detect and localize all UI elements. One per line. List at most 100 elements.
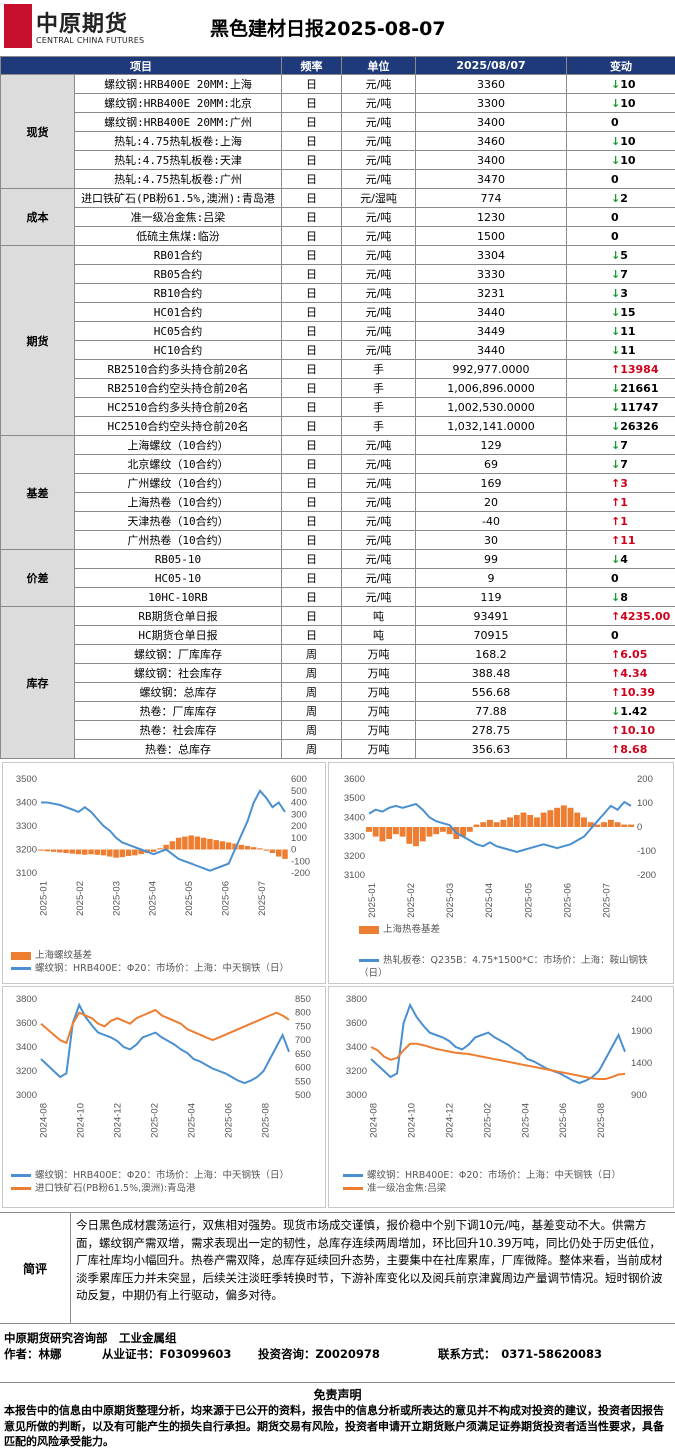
item-name: 上海螺纹（10合约） [75, 436, 282, 455]
basis-bar [440, 827, 446, 832]
change-cell: ↑10.10 [567, 721, 675, 740]
y-tick-label: 3400 [16, 1042, 37, 1053]
basis-bar [270, 850, 275, 854]
x-tick-label: 2024-08 [39, 1103, 50, 1138]
change-value: 21661 [620, 382, 658, 395]
y2-tick-label: 600 [291, 774, 307, 785]
y2-tick-label: 650 [295, 1049, 311, 1060]
change-value: 4 [620, 553, 628, 566]
frequency: 日 [282, 569, 342, 588]
company-logo-text: 中原期货 [36, 6, 128, 38]
value: 1500 [416, 227, 567, 246]
legend-coke: 准一级冶金焦:吕梁 [367, 1183, 446, 1194]
x-tick-label: 2025-03 [445, 883, 456, 918]
item-name: 热卷：厂库库存 [75, 702, 282, 721]
basis-bar [51, 850, 56, 852]
change-cell: ↓8 [567, 588, 675, 607]
basis-bar [207, 839, 212, 850]
item-name: 热卷：社会库存 [75, 721, 282, 740]
arrow-up-icon: ↑ [611, 724, 620, 737]
basis-bar [507, 817, 513, 827]
basis-bar [366, 827, 372, 832]
frequency: 周 [282, 721, 342, 740]
value: 992,977.0000 [416, 360, 567, 379]
arrow-down-icon: ↓ [611, 553, 620, 566]
frequency: 日 [282, 436, 342, 455]
unit: 万吨 [342, 702, 416, 721]
change-value: 0 [611, 116, 619, 129]
x-tick-label: 2025-03 [111, 881, 122, 916]
arrow-up-icon: ↑ [611, 534, 620, 547]
basis-bar [201, 838, 206, 850]
y-tick-label: 3600 [344, 774, 365, 785]
change-value: 7 [620, 439, 628, 452]
x-tick-label: 2025-01 [38, 881, 49, 916]
value: 70915 [416, 626, 567, 645]
legend-price: 螺纹钢：HRB400E：Φ20：市场价：上海：中天钢铁（日） [35, 1170, 289, 1181]
disclaimer-title: 免责声明 [0, 1386, 675, 1403]
basis-bar [467, 827, 473, 832]
arrow-down-icon: ↓ [611, 420, 620, 433]
item-name: 10HC-10RB [75, 588, 282, 607]
x-tick-label: 2024-12 [445, 1103, 456, 1138]
y-tick-label: 3000 [16, 1090, 37, 1101]
frequency: 日 [282, 322, 342, 341]
y2-tick-label: -100 [291, 856, 310, 867]
change-value: 10 [620, 78, 635, 91]
basis-bar [226, 842, 231, 849]
value: 30 [416, 531, 567, 550]
change-cell: 0 [567, 208, 675, 227]
series-line [371, 1044, 625, 1079]
item-name: 螺纹钢:HRB400E 20MM:北京 [75, 94, 282, 113]
series-line [41, 791, 285, 871]
arrow-down-icon: ↓ [611, 306, 620, 319]
basis-bar [427, 827, 433, 837]
unit: 元/吨 [342, 588, 416, 607]
basis-bar [188, 835, 193, 849]
value: 99 [416, 550, 567, 569]
contact-phone: 联系方式： 0371-58620083 [438, 1346, 602, 1362]
basis-bar [170, 841, 175, 849]
arrow-down-icon: ↓ [611, 401, 620, 414]
change-cell: ↑6.05 [567, 645, 675, 664]
value: 77.88 [416, 702, 567, 721]
arrow-up-icon: ↑ [611, 610, 620, 623]
basis-bar [527, 815, 533, 827]
y-tick-label: 3100 [16, 868, 37, 879]
basis-bar [487, 820, 493, 827]
value: 3400 [416, 151, 567, 170]
x-tick-label: 2025-06 [562, 883, 573, 918]
value: 119 [416, 588, 567, 607]
y-tick-label: 3500 [16, 774, 37, 785]
unit: 元/湿吨 [342, 189, 416, 208]
change-value: 3 [620, 477, 628, 490]
legend-price: 螺纹钢：HRB400E：Φ20：市场价：上海：中天钢铁（日） [35, 963, 289, 974]
value: 3449 [416, 322, 567, 341]
value: 1,006,896.0000 [416, 379, 567, 398]
item-name: 广州螺纹（10合约） [75, 474, 282, 493]
y-tick-label: 3100 [344, 870, 365, 881]
arrow-down-icon: ↓ [611, 458, 620, 471]
basis-bar [568, 808, 574, 827]
item-name: 热轧:4.75热轧板卷:天津 [75, 151, 282, 170]
x-tick-label: 2024-12 [113, 1103, 124, 1138]
frequency: 日 [282, 113, 342, 132]
value: 3360 [416, 75, 567, 94]
item-name: HC05-10 [75, 569, 282, 588]
basis-bar [494, 822, 500, 827]
x-tick-label: 2025-06 [558, 1103, 569, 1138]
y-tick-label: 3400 [344, 812, 365, 823]
legend-price: 螺纹钢：HRB400E：Φ20：市场价：上海：中天钢铁（日） [367, 1170, 621, 1181]
y-tick-label: 3300 [344, 832, 365, 843]
basis-bar [574, 813, 580, 827]
